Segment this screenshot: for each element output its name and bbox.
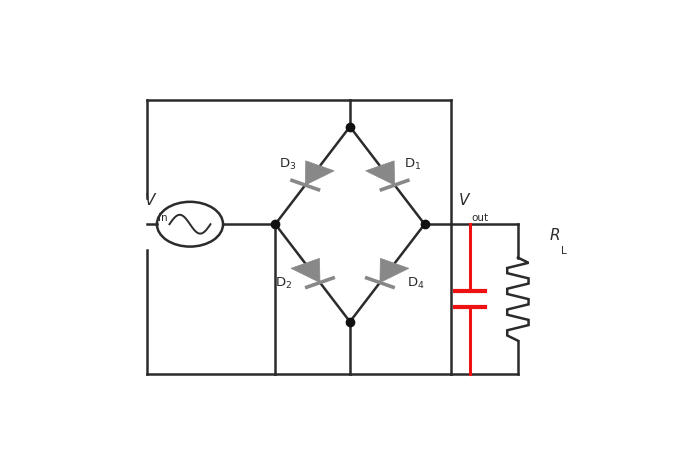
Text: D$_3$: D$_3$ <box>279 157 297 172</box>
Text: out: out <box>471 213 488 223</box>
Polygon shape <box>366 161 395 185</box>
Text: R: R <box>550 227 561 242</box>
Text: V: V <box>145 193 155 208</box>
Polygon shape <box>291 258 320 283</box>
Text: in: in <box>158 213 168 223</box>
Text: D$_2$: D$_2$ <box>275 276 292 291</box>
Polygon shape <box>305 161 334 185</box>
Text: L: L <box>561 246 566 256</box>
Polygon shape <box>380 258 409 283</box>
Text: D$_1$: D$_1$ <box>404 157 421 172</box>
Text: D$_4$: D$_4$ <box>407 276 424 291</box>
Text: V: V <box>460 193 470 208</box>
